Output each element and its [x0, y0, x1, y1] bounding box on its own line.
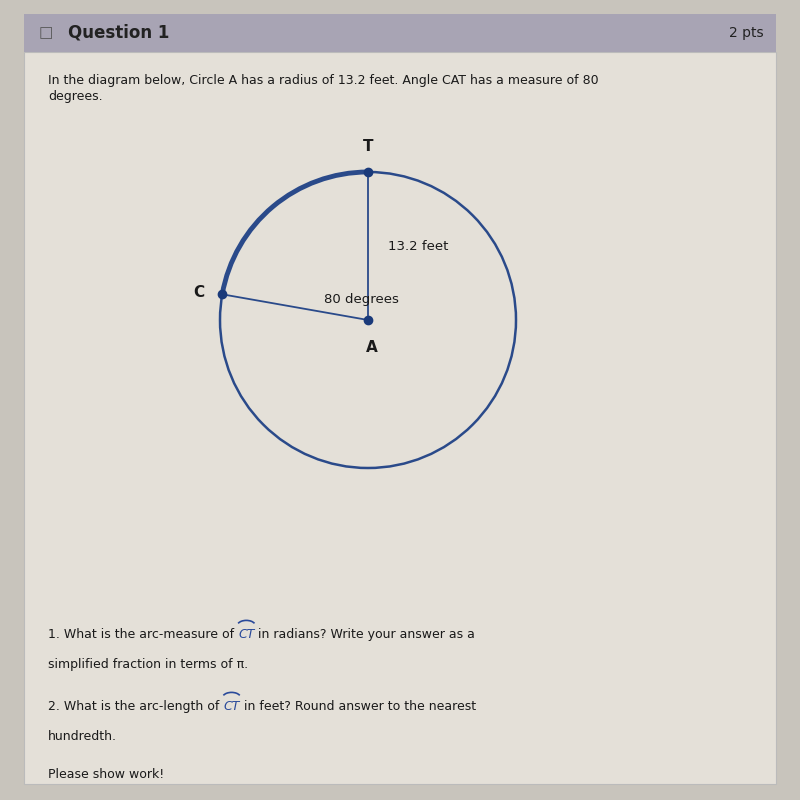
- Text: 13.2 feet: 13.2 feet: [388, 239, 448, 253]
- Text: 2 pts: 2 pts: [730, 26, 764, 40]
- Text: In the diagram below, Circle A has a radius of 13.2 feet. Angle CAT has a measur: In the diagram below, Circle A has a rad…: [48, 74, 598, 86]
- FancyBboxPatch shape: [24, 14, 776, 52]
- Text: A: A: [366, 340, 378, 355]
- Text: 2. What is the arc-length of: 2. What is the arc-length of: [48, 700, 223, 713]
- Text: 80 degrees: 80 degrees: [324, 294, 399, 306]
- Text: C: C: [194, 286, 205, 300]
- Text: 1. What is the arc-measure of: 1. What is the arc-measure of: [48, 628, 238, 641]
- Text: CT: CT: [223, 700, 240, 713]
- Text: T: T: [362, 139, 374, 154]
- Text: in radians? Write your answer as a: in radians? Write your answer as a: [254, 628, 475, 641]
- Text: □: □: [38, 26, 53, 40]
- Text: in feet? Round answer to the nearest: in feet? Round answer to the nearest: [240, 700, 476, 713]
- Text: simplified fraction in terms of π.: simplified fraction in terms of π.: [48, 658, 248, 671]
- Text: hundredth.: hundredth.: [48, 730, 117, 743]
- FancyBboxPatch shape: [24, 52, 776, 784]
- Text: Question 1: Question 1: [68, 24, 170, 42]
- Text: degrees.: degrees.: [48, 90, 102, 103]
- Text: Please show work!: Please show work!: [48, 768, 164, 781]
- Text: CT: CT: [238, 628, 254, 641]
